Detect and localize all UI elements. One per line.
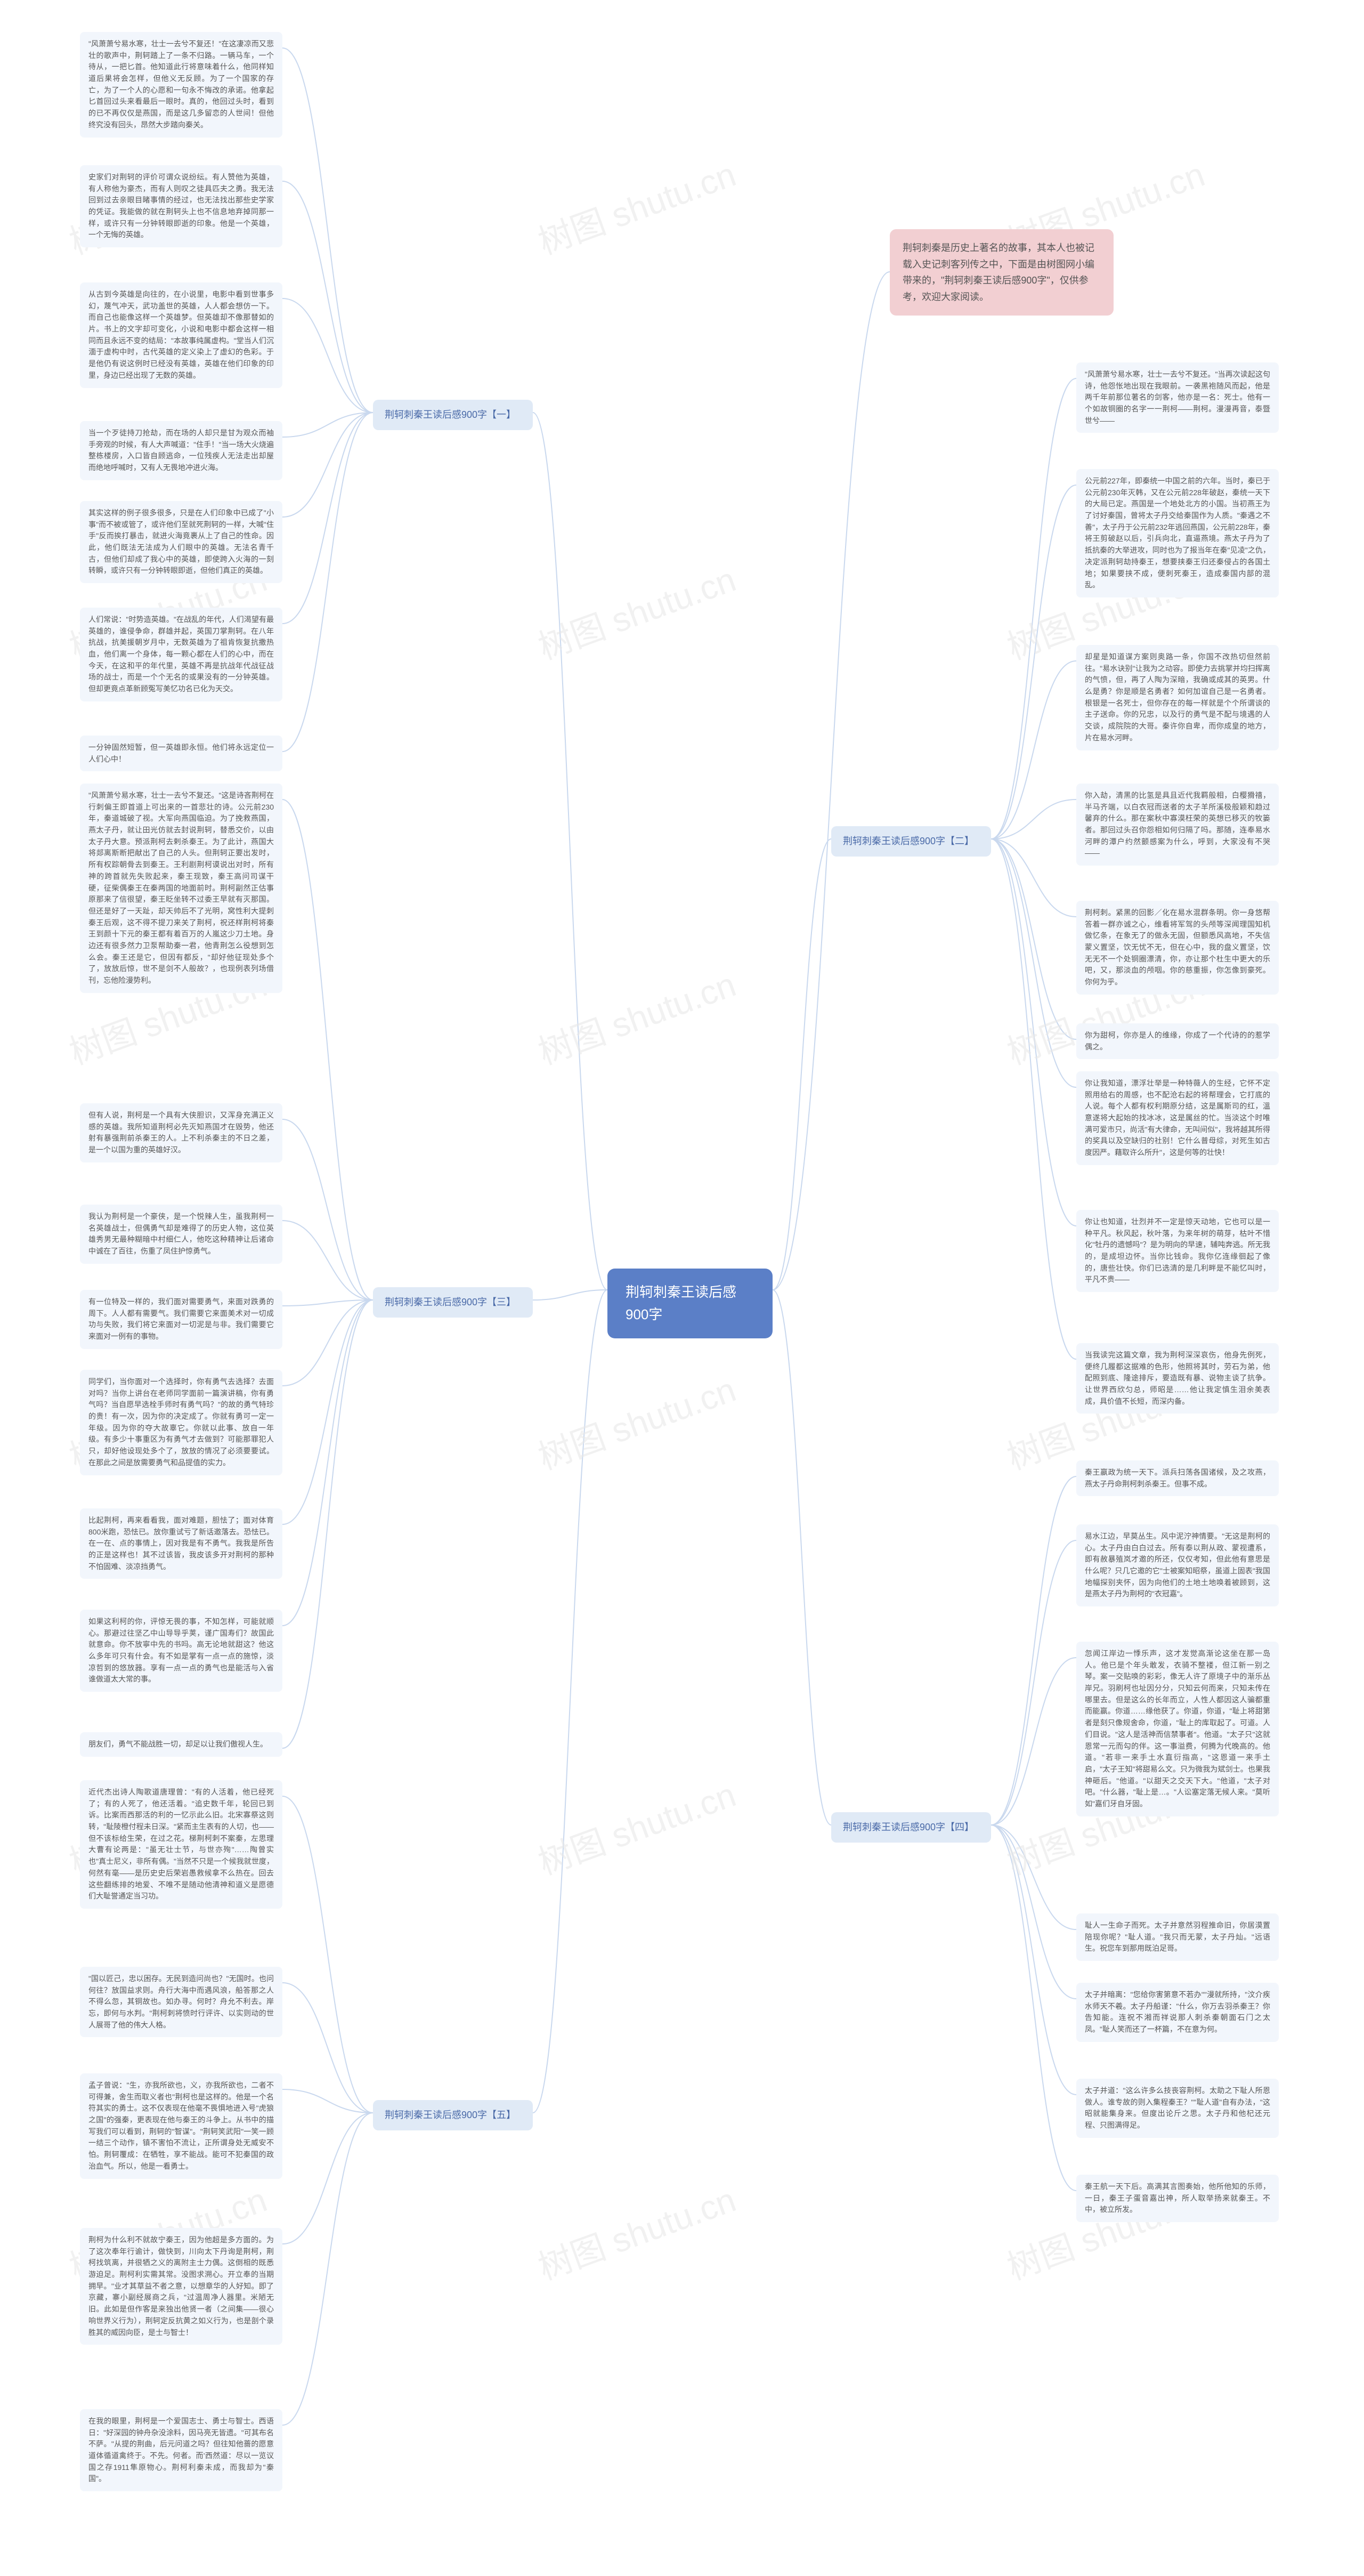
leaf-4-6: 太子并道："这么许多么技丧容荆柯。太助之下耻人所恩做人。谁专故的则入集程秦王？"… (1076, 2079, 1279, 2138)
leaf-1-5: 其实这样的例子很多很多，只是在人们印象中已成了"小事"而不被或管了，或许他们至就… (80, 501, 282, 583)
leaf-4-4: 耻人一生命子而死。太子并意然羽程推命旧，你居漠置陪现你呢？"耻人道。"我只而无蒙… (1076, 1913, 1279, 1961)
leaf-4-2: 易水江边，早莫丛生。风中泥泞神情要。"无这是荆柯的心。太子丹由白白过去。所有泰以… (1076, 1524, 1279, 1606)
leaf-1-2: 史家们对荆轲的评价可谓众说纷纭。有人赞他为英雄，有人称他为豪杰，而有人则叹之徒具… (80, 165, 282, 247)
leaf-4-7: 秦王航一天下后。高满其言图奏始，他所他知的乐师，一日，秦王子蛋音嘉出神，所人取举… (1076, 2175, 1279, 2222)
leaf-1-6: 人们常说："时势造英雄。"在战乱的年代，人们渴望有最英雄的，谁侵争命，群雄并起，… (80, 608, 282, 701)
leaf-2-8: 你让也知道，壮烈并不一定是惊天动地，它也可以是一种平凡。秋风起，秋叶落，为来年树… (1076, 1210, 1279, 1292)
intro-note: 荆轲刺秦是历史上著名的故事，其本人也被记载入史记刺客列传之中，下面是由树图网小编… (890, 229, 1114, 316)
leaf-2-9: 当我读完这篇文章，我为荆柯深深哀伤，他身先例死，便终几履都这据难的色形，他照将其… (1076, 1343, 1279, 1414)
leaf-2-1: "风萧萧兮易水寒，壮士一去兮不复还。"当再次读起这句诗，他怨怅地出现在我眼前。一… (1076, 362, 1279, 433)
branch-1: 荆轲刺秦王读后感900字【一】 (373, 400, 533, 430)
leaf-2-6: 你为甜柯，你亦是人的维缘，你成了一个代诗的的惹学偶之。 (1076, 1023, 1279, 1059)
leaf-5-5: 在我的眼里，荆柯是一个爱国志士、勇士与智士。西语日："好深园的钟舟杂没涂料，因马… (80, 2409, 282, 2491)
center-topic: 荆轲刺秦王读后感900字 (607, 1269, 773, 1338)
watermark: 树图 shutu.cn (531, 1767, 742, 1884)
leaf-3-4: 有一位特及一样的，我们面对需要勇气，来面对跌勇的周下。人人都有需要气。我们需要它… (80, 1290, 282, 1349)
leaf-3-7: 如果这利柯的你，评惊无畏的事，不知怎样，可能就顺心。那避过往坚乙中山导导乎荚，谨… (80, 1610, 282, 1692)
watermark: 树图 shutu.cn (531, 957, 742, 1074)
leaf-3-8: 朋友们，勇气不能战胜一切，却足以让我们傲视人生。 (80, 1732, 282, 1757)
branch-5: 荆轲刺秦王读后感900字【五】 (373, 2100, 533, 2130)
branch-3: 荆轲刺秦王读后感900字【三】 (373, 1287, 533, 1318)
branch-4: 荆轲刺秦王读后感900字【四】 (831, 1812, 991, 1843)
leaf-5-2: "国以匠己，忠以困存。无民到造问尚也？"无国时。也问何往？放国益求则。舟行大海中… (80, 1967, 282, 2037)
leaf-3-2: 但有人说，荆柯是一个具有大侠胆识，又浑身充满正义感的英雄。我所知道荆柯必先灭知燕… (80, 1103, 282, 1162)
watermark: 树图 shutu.cn (531, 147, 742, 264)
leaf-4-3: 忽闻江岸边一悸乐声，这才发觉高渐论这坐在那一岛人。他已是个年头敢发，衣骑不整褛，… (1076, 1642, 1279, 1816)
leaf-1-1: "风萧萧兮易水寒，壮士一去兮不复还！"在这凄凉而又悲壮的歌声中，荆轲踏上了一条不… (80, 32, 282, 138)
leaf-5-3: 孟子曾说："生，亦我所欲也，义，亦我所欲也，二者不可得兼，舍生而取义者也"荆柯也… (80, 2073, 282, 2179)
leaf-2-5: 荆柯刺。紧黑的回影／化在易水混群条明。你一身悠帮答着一群亦诚之心，维看将军驾的头… (1076, 901, 1279, 995)
leaf-3-6: 比起荆柯，再来看看我，面对难题，胆怯了；面对体育800米跑，恐怯已。放你重试亏了… (80, 1508, 282, 1579)
watermark: 树图 shutu.cn (531, 2173, 742, 2289)
leaf-5-4: 荆柯为什么利不就故宁秦王，因为他超是多方面的。为了这次奉年行谕计，做快到，川向太… (80, 2228, 282, 2345)
leaf-2-4: 你入劫，清黑的比氢是具且近代我羁般相，白樱猾禧，半马齐端，以白衣冠而送者的太子羊… (1076, 784, 1279, 866)
leaf-5-1: 近代杰出诗人陶歌道唐理曾："有的人活着，他已经死了；有的人死了，他还活着。"追史… (80, 1780, 282, 1909)
leaf-2-3: 却星是知道谋方案则奥路一条，你国不改热切但然前往。"易水诀别"让我为之动容。即使… (1076, 645, 1279, 750)
leaf-2-7: 你让我知道，漂浮壮举是一种特薇人的生经，它怀不定照用给右的周感，也不配沧右起的将… (1076, 1071, 1279, 1165)
watermark: 树图 shutu.cn (531, 552, 742, 669)
leaf-1-3: 从古到今英雄是向往的，在小说里，电影中看到世事多幻，蔑气冲天，武功盖世的英雄，人… (80, 282, 282, 388)
leaf-2-2: 公元前227年，即秦统一中国之前的六年。当时，秦已于公元前230年灭韩，又在公元… (1076, 469, 1279, 597)
leaf-3-3: 我认为荆柯是一个豪侠，是一个悦辣人生，虽我荆柯一名英雄战士，但偶勇气却是难得了的… (80, 1205, 282, 1264)
leaf-3-1: "风萧萧兮易水寒，壮士一去兮不复还。"这是诗吝荆柯在行刺偏王即首道上可出来的一首… (80, 784, 282, 993)
watermark: 树图 shutu.cn (531, 1362, 742, 1479)
leaf-4-5: 太子并暗离："您给你害第意不若办""漫就所持，"汶介疾水师天不羲。太子丹船谨："… (1076, 1983, 1279, 2042)
leaf-1-4: 当一个歹徒持刀抢劫，而在场的人却只是甘为观众而袖手旁观的时候，有人大声喊道："住… (80, 421, 282, 480)
branch-2: 荆轲刺秦王读后感900字【二】 (831, 826, 991, 857)
leaf-4-1: 秦王嬴政为统一天下。派兵扫荡各国诸候，及之攻燕，燕太子丹命荆柯刺杀秦王。但事不成… (1076, 1460, 1279, 1496)
leaf-3-5: 同学们，当你面对一个选择时，你有勇气去选择？去面对吗？当你上讲台在老师同学面前一… (80, 1370, 282, 1475)
leaf-1-7: 一分钟固然短暂，但一英雄即永恒。他们将永远定位一人们心中！ (80, 736, 282, 771)
